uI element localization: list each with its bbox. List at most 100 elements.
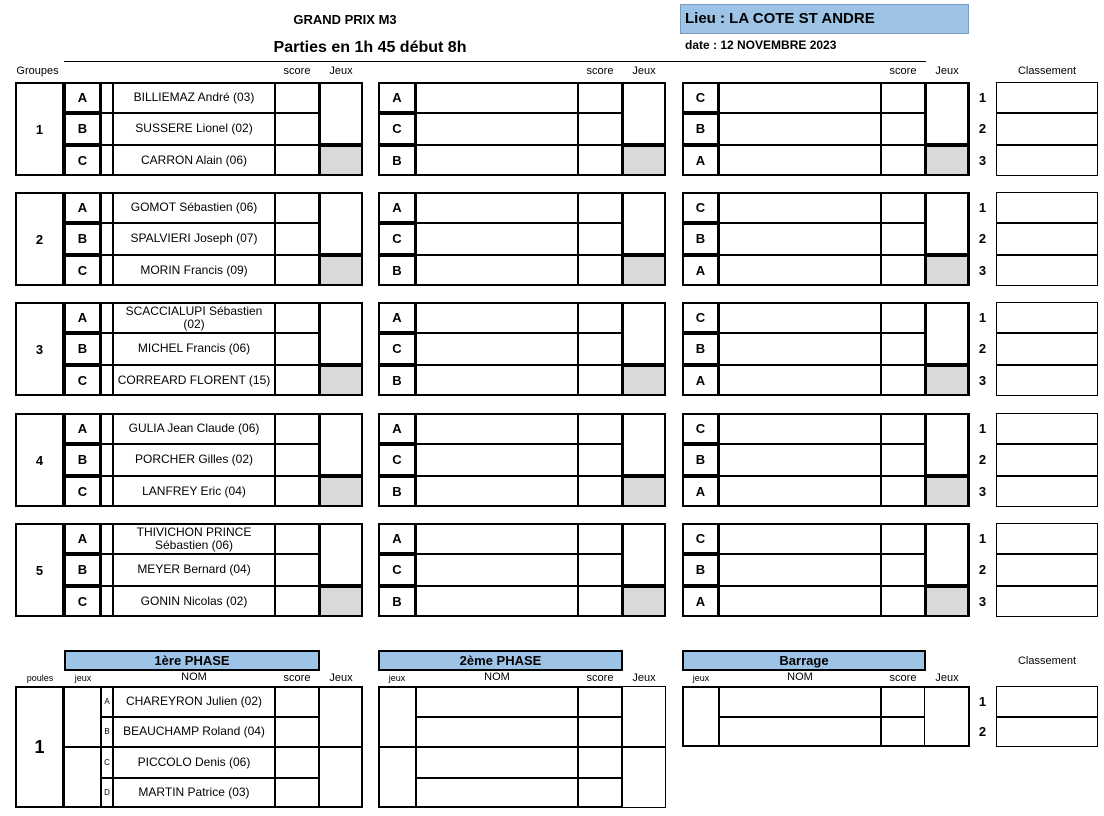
score-input-cell[interactable] [275, 333, 319, 365]
score-input-cell[interactable] [881, 192, 925, 224]
ranking-cell[interactable] [996, 144, 1098, 176]
score-input-cell[interactable] [578, 254, 622, 286]
round2-name-cell[interactable] [416, 585, 578, 617]
round2-name-cell[interactable] [416, 82, 578, 114]
round2-name-cell[interactable] [416, 554, 578, 586]
jeux-cell[interactable] [622, 413, 666, 476]
score-input-cell[interactable] [275, 302, 319, 334]
score-input-cell[interactable] [275, 523, 319, 555]
jeux-cell[interactable] [622, 192, 666, 255]
score-input-cell[interactable] [881, 82, 925, 114]
jeux-cell[interactable] [319, 82, 363, 145]
ranking-cell[interactable] [996, 716, 1098, 747]
ranking-cell[interactable] [996, 333, 1098, 365]
round3-name-cell[interactable] [719, 333, 881, 365]
ranking-cell[interactable] [996, 223, 1098, 255]
score-input-cell[interactable] [578, 554, 622, 586]
round3-name-cell[interactable] [719, 113, 881, 145]
jeux-cell[interactable] [319, 686, 363, 747]
round2-name-cell[interactable] [416, 144, 578, 176]
score-input-cell[interactable] [578, 716, 622, 747]
round3-name-cell[interactable] [719, 223, 881, 255]
ranking-cell[interactable] [996, 192, 1098, 224]
jeux-cell[interactable] [64, 686, 101, 747]
score-input-cell[interactable] [275, 413, 319, 445]
round3-name-cell[interactable] [719, 475, 881, 507]
score-input-cell[interactable] [578, 747, 622, 778]
score-input-cell[interactable] [881, 413, 925, 445]
ranking-cell[interactable] [996, 585, 1098, 617]
jeux-cell[interactable] [319, 413, 363, 476]
score-input-cell[interactable] [881, 523, 925, 555]
ranking-cell[interactable] [996, 302, 1098, 334]
score-input-cell[interactable] [881, 444, 925, 476]
score-input-cell[interactable] [578, 475, 622, 507]
round2-name-cell[interactable] [416, 223, 578, 255]
phase2-name-cell[interactable] [416, 686, 578, 717]
jeux-cell[interactable] [622, 686, 666, 747]
score-input-cell[interactable] [881, 585, 925, 617]
round3-name-cell[interactable] [719, 82, 881, 114]
jeux-cell[interactable] [622, 82, 666, 145]
score-input-cell[interactable] [578, 333, 622, 365]
score-input-cell[interactable] [275, 475, 319, 507]
jeux-cell[interactable] [925, 192, 969, 255]
score-input-cell[interactable] [881, 223, 925, 255]
score-input-cell[interactable] [275, 254, 319, 286]
score-input-cell[interactable] [881, 686, 925, 717]
ranking-cell[interactable] [996, 254, 1098, 286]
score-input-cell[interactable] [578, 585, 622, 617]
score-input-cell[interactable] [275, 716, 319, 747]
round2-name-cell[interactable] [416, 333, 578, 365]
jeux-cell[interactable] [64, 747, 101, 808]
jeux-cell[interactable] [622, 747, 666, 808]
ranking-cell[interactable] [996, 82, 1098, 114]
score-input-cell[interactable] [881, 254, 925, 286]
ranking-cell[interactable] [996, 554, 1098, 586]
score-input-cell[interactable] [275, 223, 319, 255]
score-input-cell[interactable] [881, 554, 925, 586]
score-input-cell[interactable] [578, 144, 622, 176]
jeux-cell[interactable] [925, 413, 969, 476]
jeux-cell[interactable] [925, 523, 969, 586]
barrage-name-cell[interactable] [719, 716, 881, 747]
round2-name-cell[interactable] [416, 192, 578, 224]
barrage-name-cell[interactable] [719, 686, 881, 717]
ranking-cell[interactable] [996, 364, 1098, 396]
score-input-cell[interactable] [578, 523, 622, 555]
round2-name-cell[interactable] [416, 364, 578, 396]
score-input-cell[interactable] [275, 554, 319, 586]
score-input-cell[interactable] [275, 82, 319, 114]
round2-name-cell[interactable] [416, 302, 578, 334]
score-input-cell[interactable] [578, 192, 622, 224]
round2-name-cell[interactable] [416, 254, 578, 286]
score-input-cell[interactable] [881, 475, 925, 507]
round3-name-cell[interactable] [719, 144, 881, 176]
score-input-cell[interactable] [881, 144, 925, 176]
round3-name-cell[interactable] [719, 585, 881, 617]
round3-name-cell[interactable] [719, 254, 881, 286]
jeux-cell[interactable] [319, 302, 363, 365]
phase2-name-cell[interactable] [416, 716, 578, 747]
score-input-cell[interactable] [578, 686, 622, 717]
jeux-cell[interactable] [319, 523, 363, 586]
round3-name-cell[interactable] [719, 554, 881, 586]
score-input-cell[interactable] [881, 716, 925, 747]
ranking-cell[interactable] [996, 113, 1098, 145]
score-input-cell[interactable] [881, 302, 925, 334]
score-input-cell[interactable] [275, 585, 319, 617]
score-input-cell[interactable] [578, 444, 622, 476]
round3-name-cell[interactable] [719, 192, 881, 224]
score-input-cell[interactable] [578, 413, 622, 445]
score-input-cell[interactable] [275, 747, 319, 778]
score-input-cell[interactable] [275, 192, 319, 224]
round3-name-cell[interactable] [719, 413, 881, 445]
jeux-cell[interactable] [622, 302, 666, 365]
ranking-cell[interactable] [996, 444, 1098, 476]
ranking-cell[interactable] [996, 413, 1098, 445]
score-input-cell[interactable] [275, 144, 319, 176]
score-input-cell[interactable] [275, 686, 319, 717]
score-input-cell[interactable] [578, 302, 622, 334]
phase2-name-cell[interactable] [416, 777, 578, 808]
jeux-cell[interactable] [925, 82, 969, 145]
